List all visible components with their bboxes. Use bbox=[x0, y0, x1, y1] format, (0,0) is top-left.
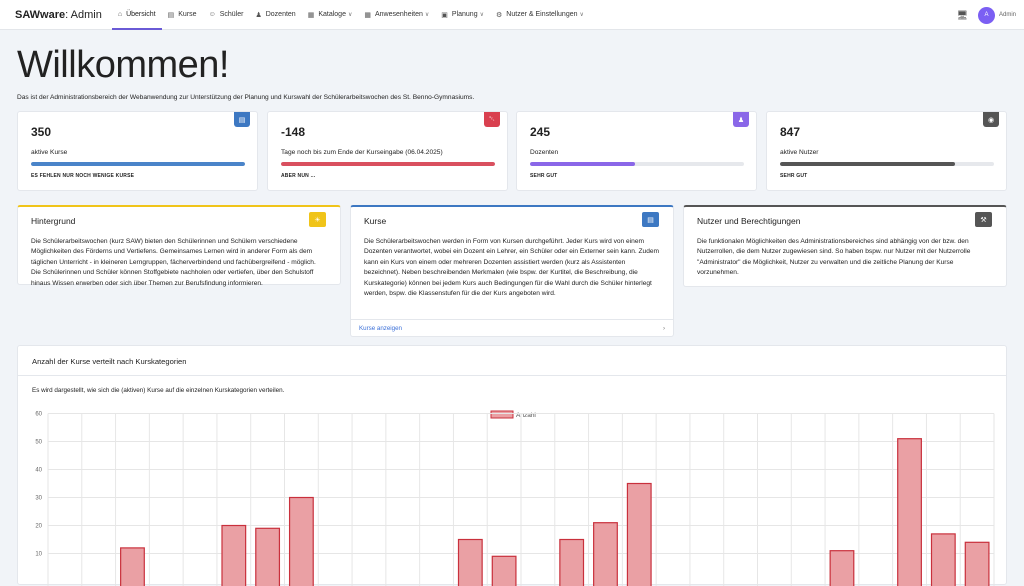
stat-label: aktive Kurse bbox=[31, 149, 67, 156]
stat-progress bbox=[281, 162, 495, 166]
lecturer-icon: ♟ bbox=[733, 112, 749, 127]
stat-value: -148 bbox=[281, 125, 305, 139]
stat-card: ♟ 245 Dozenten sehr gut bbox=[516, 111, 757, 191]
chevron-down-icon: ∨ bbox=[580, 11, 584, 18]
stat-value: 350 bbox=[31, 125, 51, 139]
card-footer-link[interactable]: Kurse anzeigen › bbox=[351, 319, 673, 336]
stat-label: Tage noch bis zum Ende der Kurseingabe (… bbox=[281, 149, 443, 156]
nav-item-label: Anwesenheiten bbox=[375, 11, 423, 18]
card-title: Hintergrund bbox=[31, 216, 75, 226]
stat-progress bbox=[31, 162, 245, 166]
nav-item-kurse[interactable]: ▤Kurse bbox=[162, 0, 203, 30]
card-body: Die funktionalen Möglichkeiten des Admin… bbox=[697, 237, 993, 279]
nav-item-label: Kurse bbox=[178, 11, 196, 18]
chart-description: Es wird dargestellt, wie sich die (aktiv… bbox=[32, 387, 284, 394]
y-tick-label: 60 bbox=[35, 412, 42, 418]
chevron-right-icon: › bbox=[663, 325, 665, 332]
wrench-icon: ⚒ bbox=[975, 212, 992, 227]
bell-icon: ␇ bbox=[484, 112, 500, 127]
lecturer-icon: ♟ bbox=[255, 11, 261, 19]
nav-item-schüler[interactable]: ☺ Schüler bbox=[203, 0, 250, 30]
stat-progress bbox=[530, 162, 744, 166]
monitor-icon[interactable]: 🖥 bbox=[957, 10, 968, 21]
nav-item-label: Nutzer & Einstellungen bbox=[506, 11, 577, 18]
y-tick-label: 20 bbox=[35, 524, 42, 530]
chart-bar bbox=[627, 484, 651, 586]
info-card: Kurse ▤ Die Schülerarbeitswochen werden in… bbox=[350, 205, 674, 337]
chevron-down-icon: ∨ bbox=[425, 11, 429, 18]
calendar-icon: ▣ bbox=[441, 11, 448, 19]
nav-item-übersicht[interactable]: ⌂ Übersicht bbox=[112, 0, 162, 30]
chevron-down-icon: ∨ bbox=[480, 11, 484, 18]
avatar[interactable]: A bbox=[978, 7, 995, 24]
chart-bar bbox=[931, 534, 955, 586]
y-tick-label: 30 bbox=[35, 496, 42, 502]
nav-item-label: Kataloge bbox=[318, 11, 346, 18]
chart-bar bbox=[965, 542, 989, 586]
main-nav: ⌂Übersicht▤Kurse☺Schüler♟Dozenten▦Katalo… bbox=[112, 0, 590, 30]
course-icon: ▤ bbox=[234, 112, 250, 127]
card-title: Nutzer und Berechtigungen bbox=[697, 216, 801, 226]
chart-bar bbox=[492, 556, 516, 586]
users-cog-icon: ⚙ bbox=[496, 11, 502, 19]
nav-item-label: Dozenten bbox=[266, 11, 296, 18]
chart-bar bbox=[256, 528, 280, 586]
nav-item-kataloge[interactable]: ▦Kataloge∨ bbox=[302, 0, 359, 30]
nav-item-nutzer-einstellungen[interactable]: ⚙ Nutzer & Einstellungen∨ bbox=[490, 0, 590, 30]
chart-title: Anzahl der Kurse verteilt nach Kurskateg… bbox=[32, 357, 187, 366]
course-icon: ▤ bbox=[168, 11, 175, 19]
stat-subtext: es fehlen nur noch wenige Kurse bbox=[31, 173, 134, 179]
app-brand[interactable]: SAWware: Admin bbox=[15, 9, 102, 21]
card-title: Kurse bbox=[364, 216, 386, 226]
chart-bar bbox=[121, 548, 145, 586]
nav-item-label: Planung bbox=[452, 11, 478, 18]
info-card: Nutzer und Berechtigungen ⚒ Die funktional… bbox=[683, 205, 1007, 287]
table-icon: ▦ bbox=[364, 11, 371, 19]
stat-card: ▤ 350 aktive Kurse es fehlen nur noch wenig… bbox=[17, 111, 258, 191]
stat-subtext: sehr gut bbox=[780, 173, 807, 179]
user-name[interactable]: Admin bbox=[999, 12, 1016, 18]
chart-bar bbox=[594, 523, 618, 586]
page-intro: Das ist der Administrationsbereich der W… bbox=[17, 94, 474, 101]
page-title: Willkommen! bbox=[17, 44, 229, 87]
stat-subtext: sehr gut bbox=[530, 173, 557, 179]
card-footer-label: Kurse anzeigen bbox=[359, 325, 402, 332]
stat-card: ◉ 847 aktive Nutzer sehr gut bbox=[766, 111, 1007, 191]
stat-label: Dozenten bbox=[530, 149, 558, 156]
chart-bar bbox=[222, 526, 246, 586]
nav-item-label: Schüler bbox=[220, 11, 244, 18]
stat-subtext: aber nun ... bbox=[281, 173, 315, 179]
nav-item-label: Übersicht bbox=[126, 11, 156, 18]
students-icon: ☺ bbox=[209, 11, 216, 18]
stat-value: 847 bbox=[780, 125, 800, 139]
nav-item-planung[interactable]: ▣ Planung∨ bbox=[435, 0, 490, 30]
course-icon: ▤ bbox=[642, 212, 659, 227]
chart-bar bbox=[560, 540, 584, 586]
y-tick-label: 10 bbox=[35, 552, 42, 558]
info-card: Hintergrund☀Die Schülerarbeitswochen (ku… bbox=[17, 205, 341, 285]
y-tick-label: 50 bbox=[35, 440, 42, 446]
stat-progress bbox=[780, 162, 994, 166]
card-body: Die Schülerarbeitswochen (kurz SAW) biet… bbox=[31, 237, 327, 289]
table-icon: ▦ bbox=[308, 11, 315, 19]
chart-bar bbox=[290, 498, 314, 586]
eye-icon: ◉ bbox=[983, 112, 999, 127]
chevron-down-icon: ∨ bbox=[348, 11, 352, 18]
chart-bar bbox=[458, 540, 482, 586]
chart-bar bbox=[898, 439, 922, 586]
stat-card: ␇ -148 Tage noch bis zum Ende der Kurseing… bbox=[267, 111, 508, 191]
card-body: Die Schülerarbeitswochen werden in Form … bbox=[364, 237, 660, 299]
home-icon: ⌂ bbox=[118, 11, 122, 18]
stat-label: aktive Nutzer bbox=[780, 149, 818, 156]
nav-item-dozenten[interactable]: ♟ Dozenten bbox=[249, 0, 301, 30]
y-tick-label: 40 bbox=[35, 468, 42, 474]
lightbulb-icon: ☀ bbox=[309, 212, 326, 227]
chart-card: Anzahl der Kurse verteilt nach Kurskateg… bbox=[17, 345, 1007, 585]
chart-bar bbox=[830, 551, 854, 586]
top-navbar: SAWware: Admin ⌂ Übersicht ▤Kurse ☺ Schüler ♟… bbox=[0, 0, 1024, 30]
stat-value: 245 bbox=[530, 125, 550, 139]
nav-item-anwesenheiten[interactable]: ▦ Anwesenheiten∨ bbox=[358, 0, 435, 30]
legend-swatch bbox=[491, 411, 513, 418]
